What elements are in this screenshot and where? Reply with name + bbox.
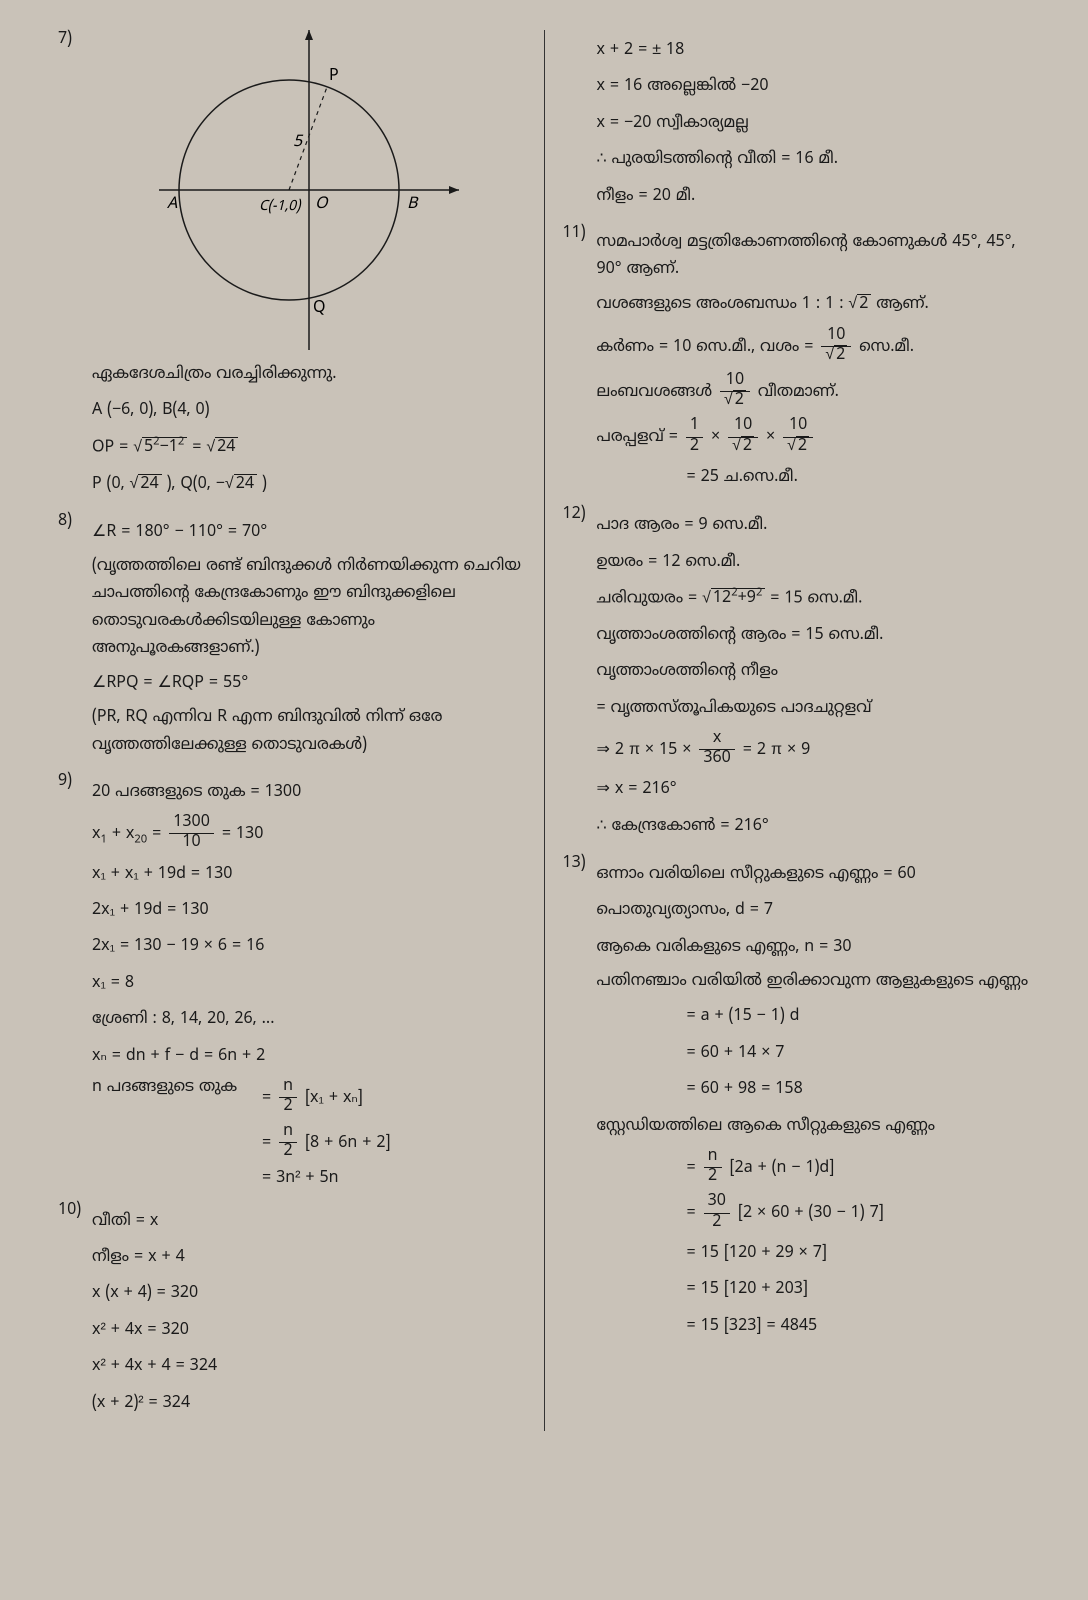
svg-text:A: A xyxy=(167,195,178,215)
q7-diagram: P Q A B O C(-1,0) 5 xyxy=(159,30,459,350)
question-8: 8) ∠R = 180° − 110° = 70° (വൃത്തത്തിലെ ര… xyxy=(58,512,526,766)
q8-l2: ∠RPQ = ∠RQP = 55° xyxy=(92,669,526,699)
q7-l1: ഏകദേശചിത്രം വരച്ചിരിക്കുന്നു. xyxy=(92,360,526,390)
q7-l3: OP = √52−12 = √24 xyxy=(92,433,526,464)
page-content: 7) P Q A B O C(-1,0) xyxy=(40,30,1048,1431)
svg-text:Q: Q xyxy=(313,299,326,319)
q8-l3: (PR, RQ എന്നിവ R എന്ന ബിന്ദുവിൽ നിന്ന് ഒ… xyxy=(92,705,526,759)
svg-text:B: B xyxy=(407,195,419,215)
question-9: 9) 20 പദങ്ങളുടെ തുക = 1300 x1 + x20 = 13… xyxy=(58,772,526,1195)
question-13: 13) ഒന്നാം വരിയിലെ സീറ്റുകളുടെ എണ്ണം = 6… xyxy=(563,854,1031,1348)
question-10-cont: x + 2 = ± 18 x = 16 അല്ലെങ്കിൽ −20 x = −… xyxy=(563,30,1031,218)
q8-paren: (വൃത്തത്തിലെ രണ്ട് ബിന്ദുക്കൾ നിർണയിക്കു… xyxy=(92,554,526,663)
question-12: 12) പാദ ആരം = 9 സെ.മീ. ഉയരം = 12 സെ.മീ. … xyxy=(563,505,1031,848)
svg-text:P: P xyxy=(329,67,339,87)
question-7: 7) P Q A B O C(-1,0) xyxy=(58,30,526,506)
question-10: 10) വീതി = x നീളം = x + 4 x (x + 4) = 32… xyxy=(58,1201,526,1425)
svg-text:O: O xyxy=(315,195,329,215)
q8-l1: ∠R = 180° − 110° = 70° xyxy=(92,518,526,548)
svg-text:C(-1,0): C(-1,0) xyxy=(259,198,302,216)
q7-l4: P (0, √24 ), Q(0, −√24 ) xyxy=(92,470,526,500)
q9-l2: x1 + x20 = 130010 = 130 xyxy=(92,814,526,853)
q9-l1: 20 പദങ്ങളുടെ തുക = 1300 xyxy=(92,778,526,808)
q9-number: 9) xyxy=(58,772,92,1195)
svg-text:5: 5 xyxy=(293,133,304,153)
q10-number: 10) xyxy=(58,1201,92,1425)
left-column: 7) P Q A B O C(-1,0) xyxy=(40,30,544,1431)
right-column: x + 2 = ± 18 x = 16 അല്ലെങ്കിൽ −20 x = −… xyxy=(545,30,1049,1431)
question-11: 11) സമപാർശ്വ മട്ടത്രികോണത്തിന്റെ കോണുകൾ … xyxy=(563,224,1031,499)
q7-number: 7) xyxy=(58,30,92,506)
q8-number: 8) xyxy=(58,512,92,766)
q7-l2: A (−6, 0), B(4, 0) xyxy=(92,396,526,426)
